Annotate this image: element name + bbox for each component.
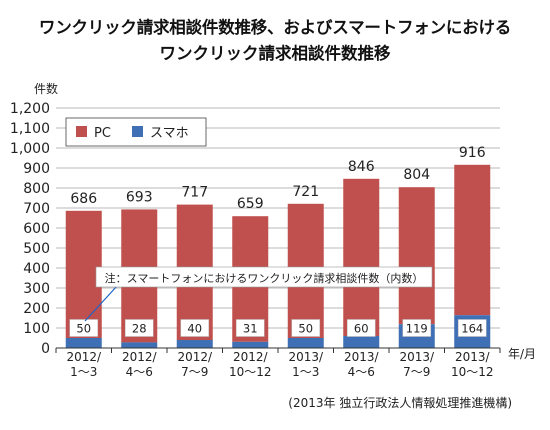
bar-smartphone (65, 338, 102, 348)
smartphone-value-label: 40 (187, 322, 202, 336)
x-axis-label: 年/月 (508, 347, 536, 361)
y-tick-label: 700 (23, 201, 50, 217)
bar-smartphone (287, 338, 324, 348)
annotation-leader-line (84, 285, 118, 322)
x-tick-label-months: 1～3 (292, 365, 319, 379)
annotation-box (95, 266, 433, 288)
chart-title-line2: ワンクリック請求相談件数推移 (159, 44, 391, 63)
x-tick-label-year: 2012/ (177, 350, 213, 364)
bar-pc (343, 178, 380, 336)
x-tick-label-months: 10～12 (451, 365, 494, 379)
y-tick-label: 200 (23, 301, 50, 317)
legend-label-smartphone: スマホ (150, 126, 189, 141)
x-tick-label-months: 7～9 (403, 365, 430, 379)
smartphone-value-box (180, 319, 210, 337)
smartphone-value-box (402, 319, 432, 337)
bar-total-label: 659 (237, 196, 264, 212)
smartphone-value-box (291, 319, 321, 337)
x-tick-label-year: 2013/ (344, 350, 380, 364)
bar-smartphone (121, 342, 158, 348)
legend-label-pc: PC (94, 126, 111, 141)
annotation-text: 注：スマートフォンにおけるワンクリック請求相談件数（内数） (105, 271, 424, 285)
smartphone-value-label: 119 (406, 322, 428, 336)
smartphone-value-box (69, 319, 99, 337)
bar-pc (398, 187, 435, 325)
legend-swatch-smartphone (132, 126, 143, 137)
bar-smartphone (232, 341, 269, 348)
x-tick-label-months: 1～3 (70, 365, 97, 379)
y-tick-label: 1,000 (10, 141, 50, 157)
x-tick-label-year: 2013/ (399, 350, 435, 364)
legend-box (65, 117, 207, 147)
bar-smartphone (176, 340, 213, 348)
y-axis-label: 件数 (34, 81, 58, 96)
source-note: (2013年 独立行政法人情報処理推進機構) (288, 396, 512, 410)
x-tick-label-year: 2013/ (288, 350, 324, 364)
x-tick-label-year: 2013/ (455, 350, 491, 364)
smartphone-value-label: 50 (298, 322, 313, 336)
smartphone-value-label: 60 (354, 322, 369, 336)
smartphone-value-box (124, 319, 154, 337)
bar-total-label: 846 (348, 159, 375, 175)
bar-total-label: 717 (181, 185, 208, 201)
x-tick-label-year: 2012/ (122, 350, 158, 364)
y-tick-label: 800 (23, 181, 50, 197)
y-tick-label: 1,200 (10, 101, 50, 117)
y-tick-label: 500 (23, 241, 50, 257)
y-tick-label: 400 (23, 261, 50, 277)
smartphone-value-box (457, 319, 487, 337)
bar-pc (454, 164, 491, 316)
y-tick-label: 300 (23, 281, 50, 297)
y-tick-label: 900 (23, 161, 50, 177)
smartphone-value-box (346, 319, 376, 337)
x-tick-label-year: 2012/ (233, 350, 269, 364)
bar-total-label: 693 (126, 189, 153, 205)
smartphone-value-label: 164 (461, 322, 483, 336)
x-tick-label-months: 10～12 (229, 365, 272, 379)
smartphone-value-label: 31 (243, 322, 258, 336)
smartphone-value-label: 28 (132, 322, 147, 336)
bar-smartphone (343, 336, 380, 348)
y-tick-label: 600 (23, 221, 50, 237)
smartphone-value-box (235, 319, 265, 337)
bar-total-label: 804 (403, 167, 430, 183)
bar-total-label: 721 (292, 184, 319, 200)
y-tick-label: 0 (41, 341, 50, 357)
legend-swatch-pc (76, 126, 87, 137)
bar-total-label: 916 (459, 145, 486, 161)
chart-title-line1: ワンクリック請求相談件数推移、およびスマートフォンにおける (38, 18, 512, 37)
y-tick-label: 100 (23, 321, 50, 337)
x-tick-label-months: 4～6 (126, 365, 153, 379)
smartphone-value-label: 50 (76, 322, 91, 336)
x-tick-label-year: 2012/ (66, 350, 102, 364)
x-tick-label-months: 7～9 (181, 365, 208, 379)
y-tick-label: 1,100 (10, 121, 50, 137)
bar-total-label: 686 (70, 191, 97, 207)
x-tick-label-months: 4～6 (348, 365, 375, 379)
